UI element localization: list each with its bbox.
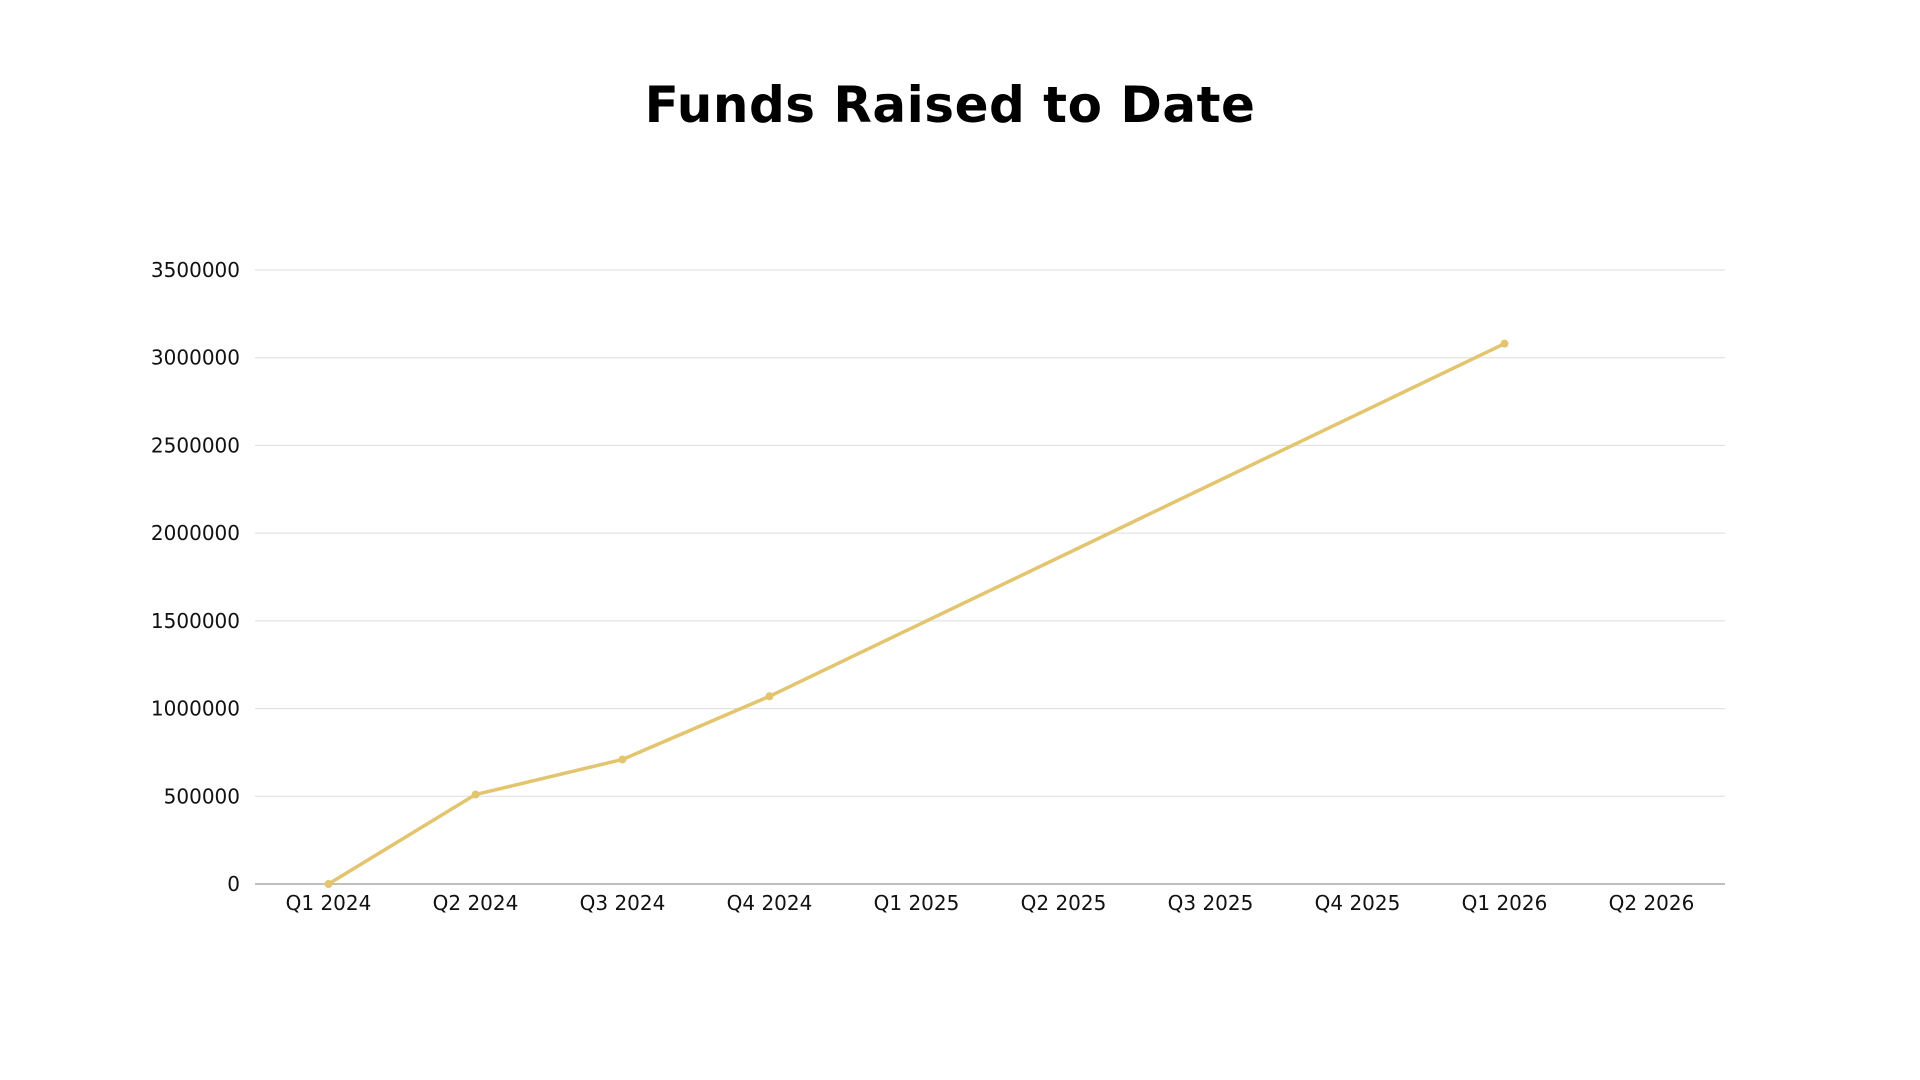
data-point	[324, 880, 333, 888]
data-point	[618, 755, 627, 764]
x-tick-label: Q1 2026	[1462, 891, 1548, 915]
x-tick-label: Q1 2024	[286, 891, 372, 915]
y-tick-label: 500000	[164, 784, 240, 808]
x-tick-label: Q2 2024	[433, 891, 519, 915]
data-point	[1500, 339, 1509, 348]
x-tick-label: Q4 2024	[727, 891, 813, 915]
y-tick-label: 2500000	[151, 433, 240, 457]
gridlines	[255, 269, 1725, 797]
data-point	[765, 692, 774, 701]
x-tick-label: Q3 2025	[1168, 891, 1254, 915]
y-tick-label: 3000000	[151, 346, 240, 370]
x-tick-label: Q4 2025	[1315, 891, 1401, 915]
x-tick-label: Q2 2025	[1021, 891, 1107, 915]
data-point	[471, 790, 480, 799]
y-tick-label: 3500000	[151, 258, 240, 282]
y-tick-label: 1000000	[151, 697, 240, 721]
y-tick-label: 0	[227, 872, 240, 896]
x-tick-label: Q1 2025	[874, 891, 960, 915]
x-tick-label: Q2 2026	[1609, 891, 1695, 915]
y-tick-label: 1500000	[151, 609, 240, 633]
series-layer	[324, 339, 1509, 888]
series-line	[326, 341, 1507, 886]
x-tick-label: Q3 2024	[580, 891, 666, 915]
chart-title: Funds Raised to Date	[644, 76, 1256, 134]
x-axis-ticks: Q1 2024 Q2 2024 Q3 2024 Q4 2024 Q1 2025 Q2 20…	[286, 891, 1695, 915]
y-axis-ticks: 0 500000 1000000 1500000 2000000 2500000 30000…	[151, 258, 240, 896]
y-tick-label: 2000000	[151, 521, 240, 545]
